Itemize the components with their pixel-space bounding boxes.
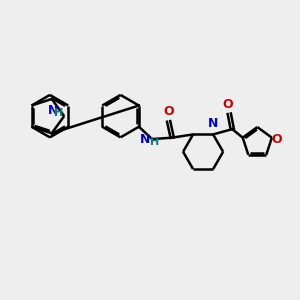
Text: O: O xyxy=(163,105,174,118)
Text: O: O xyxy=(271,133,282,146)
Text: H: H xyxy=(53,108,63,118)
Text: N: N xyxy=(208,117,218,130)
Text: H: H xyxy=(150,137,159,147)
Text: N: N xyxy=(140,133,151,146)
Text: N: N xyxy=(48,104,58,117)
Text: O: O xyxy=(223,98,233,111)
